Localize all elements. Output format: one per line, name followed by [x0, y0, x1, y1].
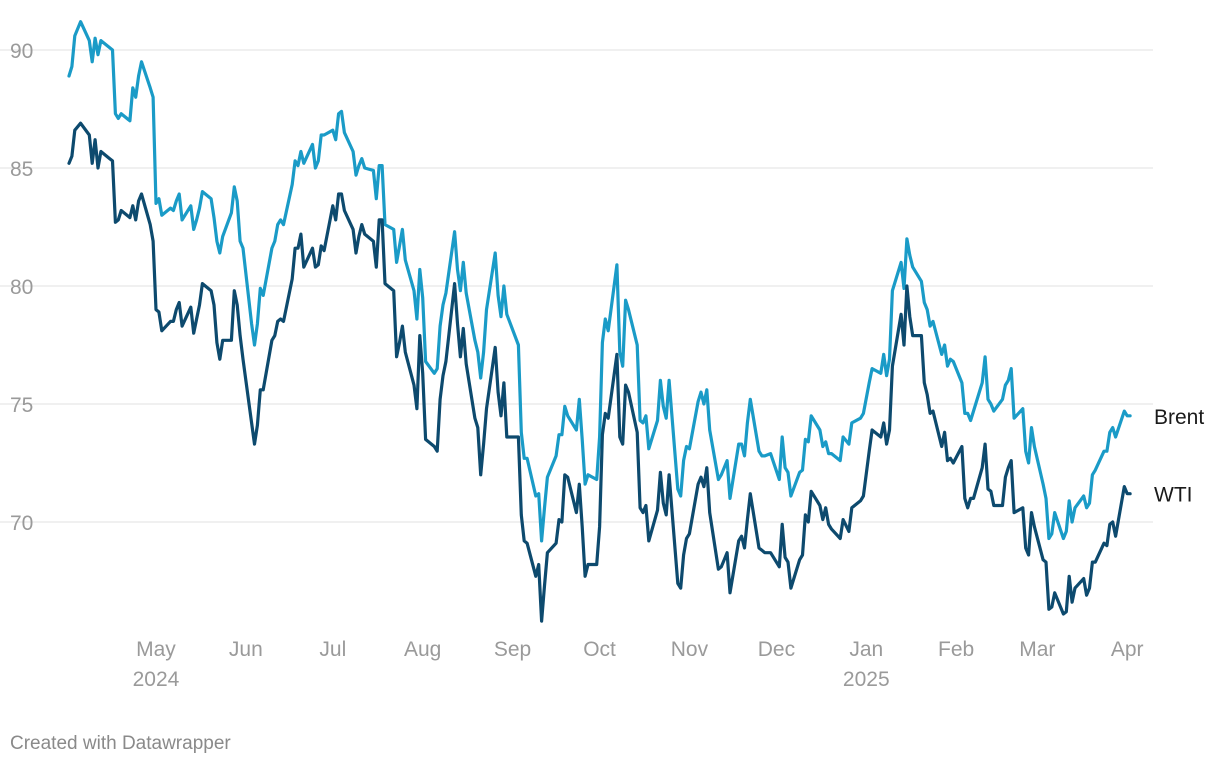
x-tick-label: Mar [1019, 638, 1055, 661]
series-line-brent [67, 20, 1132, 543]
x-tick-label: Apr [1111, 638, 1144, 661]
x-tick-label: Sep [494, 638, 531, 661]
y-tick-label: 75 [10, 394, 33, 417]
x-tick-label: Jul [319, 638, 346, 661]
x-tick-label: Jun [229, 638, 263, 661]
y-tick-label: 70 [10, 512, 33, 535]
x-tick-year-label: 2024 [133, 668, 180, 691]
series-line-wti [67, 121, 1132, 623]
y-tick-label: 90 [10, 40, 33, 63]
x-tick-label: Aug [404, 638, 441, 661]
x-tick-label: Nov [671, 638, 709, 661]
series-label-brent: Brent [1154, 406, 1204, 429]
series-end-labels: Brent WTI [1154, 406, 1204, 507]
x-tick-year-label: 2025 [843, 668, 890, 691]
x-axis-ticks: May 2024 Jun Jul Aug Sep Oct Nov Dec Jan 2025 Feb Ma… [133, 638, 1144, 691]
x-tick-label: Feb [938, 638, 974, 661]
x-tick-label: Dec [758, 638, 795, 661]
x-tick-label: May [136, 638, 176, 661]
gridlines [0, 49, 1153, 523]
series-label-wti: WTI [1154, 484, 1192, 507]
credit-text: Created with Datawrapper [10, 733, 231, 754]
y-axis-ticks: 90 85 80 75 70 [10, 40, 33, 535]
x-tick-label: Oct [583, 638, 616, 661]
x-tick-label: Jan [849, 638, 883, 661]
y-tick-label: 80 [10, 276, 33, 299]
y-tick-label: 85 [10, 158, 33, 181]
series-lines [67, 20, 1132, 623]
